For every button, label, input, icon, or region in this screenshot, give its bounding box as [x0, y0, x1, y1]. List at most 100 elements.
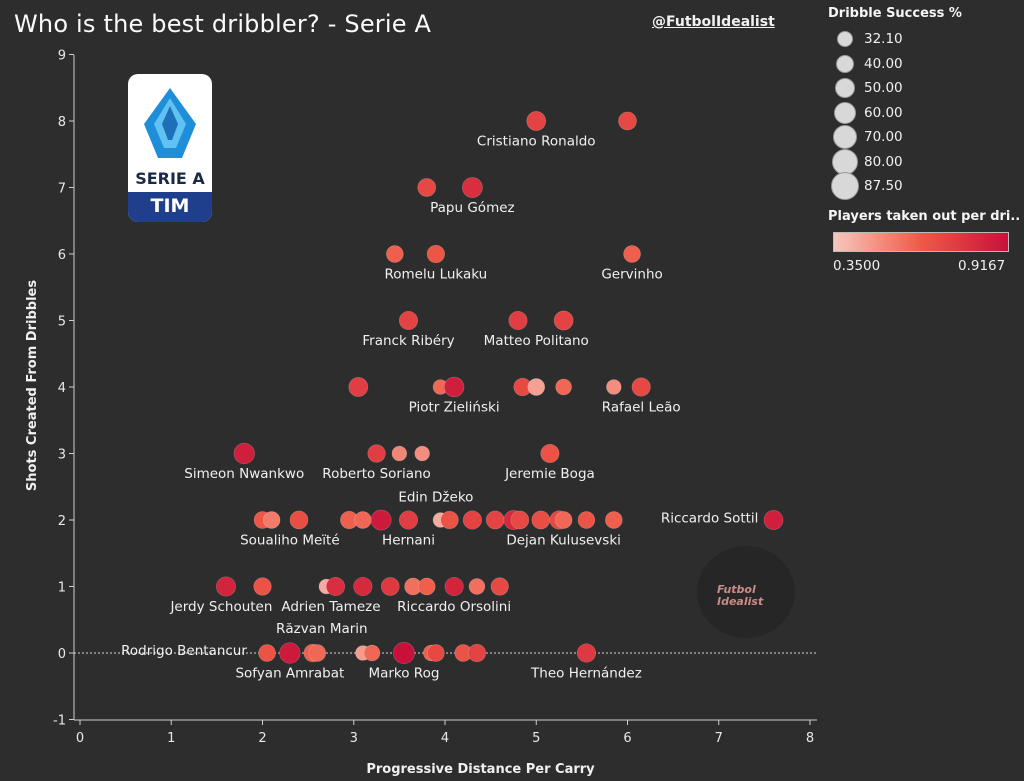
data-point: [763, 510, 784, 530]
watermark-text: Futbol Idealist: [717, 583, 764, 608]
y-tick-label: 9: [58, 49, 66, 64]
data-point: [398, 510, 419, 530]
size-legend-value: 70.00: [864, 129, 903, 146]
data-point: [462, 510, 482, 530]
x-tick-label: 5: [532, 731, 540, 746]
data-point: [444, 576, 464, 597]
y-tick-label: -1: [53, 714, 66, 729]
data-point: [554, 511, 573, 529]
circle-icon: [831, 172, 859, 201]
size-legend-swatch: [828, 31, 862, 48]
x-tick-label: 7: [715, 731, 723, 746]
data-point: [577, 511, 596, 529]
color-legend-min: 0.3500: [833, 258, 881, 274]
size-legend-item: 87.50: [828, 172, 1018, 201]
data-point: [262, 511, 281, 529]
x-tick-label: 8: [806, 731, 814, 746]
data-point: [618, 111, 637, 131]
data-point: [363, 644, 381, 662]
y-tick-label: 3: [58, 448, 66, 463]
data-point: [414, 445, 430, 462]
chart-title: Who is the best dribbler? - Serie A: [14, 10, 432, 38]
circle-icon: [835, 78, 855, 99]
data-point: [258, 644, 276, 662]
size-legend: Dribble Success % 32.10 40.00 50.00 60.00 70…: [828, 6, 1018, 201]
data-point: [279, 642, 301, 664]
x-tick-label: 0: [76, 731, 84, 746]
logo-text-serie-a: SERIE A: [135, 169, 205, 188]
size-legend-item: 80.00: [828, 148, 1018, 175]
player-label: Gervinho: [601, 267, 662, 283]
data-point: [540, 443, 560, 464]
y-tick-label: 7: [58, 182, 66, 197]
data-point: [391, 445, 408, 462]
logo-text-tim: TIM: [150, 195, 190, 217]
data-point: [526, 111, 547, 131]
data-point: [289, 510, 309, 530]
size-legend-swatch: [828, 125, 862, 150]
data-point: [233, 442, 255, 465]
player-label: Soualiho Meïté: [240, 533, 340, 549]
size-legend-value: 40.00: [864, 55, 903, 72]
size-legend-value: 32.10: [864, 31, 903, 48]
data-point: [531, 510, 551, 530]
size-legend-title: Dribble Success %: [828, 6, 962, 21]
data-point: [426, 244, 445, 264]
serie-a-logo: SERIE A TIM: [128, 74, 212, 222]
data-point: [325, 576, 346, 597]
data-point: [508, 310, 528, 331]
data-point: [553, 310, 574, 331]
player-label: Matteo Politano: [484, 333, 589, 349]
player-label: Riccardo Sottil: [661, 511, 759, 527]
data-point: [216, 576, 236, 597]
futbol-idealist-watermark: Futbol Idealist: [697, 546, 795, 638]
player-label: Cristiano Ronaldo: [477, 134, 596, 150]
data-point: [443, 376, 465, 398]
data-point: [417, 577, 436, 596]
y-tick-label: 1: [58, 581, 66, 596]
data-point: [468, 578, 486, 595]
author-handle-link[interactable]: @FutbolIdealist: [652, 14, 775, 30]
player-label: Theo Hernández: [530, 666, 642, 682]
y-tick-label: 0: [58, 647, 66, 662]
size-legend-item: 60.00: [828, 101, 1018, 126]
player-label: Rodrigo Bentancur: [121, 643, 247, 659]
data-point: [354, 511, 372, 529]
size-legend-value: 60.00: [864, 104, 903, 121]
circle-icon: [834, 101, 856, 124]
data-point: [392, 642, 415, 664]
data-points: [216, 111, 784, 664]
data-point: [440, 510, 459, 530]
data-point: [605, 511, 623, 529]
x-tick-label: 6: [623, 731, 631, 746]
y-tick-label: 2: [58, 514, 66, 529]
y-axis-label: Shots Created From Dribbles: [25, 280, 40, 491]
data-point: [370, 509, 392, 531]
data-point: [308, 644, 327, 662]
x-tick-label: 1: [167, 731, 175, 746]
y-tick-label: 5: [58, 315, 66, 330]
size-legend-value: 87.50: [864, 178, 903, 195]
player-label: Papu Gómez: [430, 200, 515, 216]
x-tick-label: 4: [441, 731, 449, 746]
data-point: [398, 310, 419, 331]
data-point: [417, 178, 437, 197]
size-legend-item: 70.00: [828, 125, 1018, 150]
color-legend-max: 0.9167: [958, 258, 1006, 274]
data-point: [461, 177, 483, 198]
size-legend-item: 40.00: [828, 52, 1018, 77]
size-legend-swatch: [828, 78, 862, 99]
serie-a-emblem-icon: [144, 88, 196, 158]
size-legend-value: 80.00: [864, 153, 903, 170]
axes: -1 0 1 2 3 4 5 6 7 8 9 0 1 2 3 4 5 6 7 8 Progressive Distanc…: [25, 49, 817, 777]
size-legend-swatch: [828, 54, 862, 73]
circle-icon: [833, 125, 857, 150]
data-point: [380, 577, 400, 596]
player-label: Roberto Soriano: [322, 466, 431, 482]
x-tick-label: 3: [350, 731, 358, 746]
data-point: [485, 510, 505, 530]
player-label: Riccardo Orsolini: [397, 599, 511, 615]
player-label: Piotr Zieliński: [409, 400, 500, 416]
size-legend-value: 50.00: [864, 80, 903, 97]
